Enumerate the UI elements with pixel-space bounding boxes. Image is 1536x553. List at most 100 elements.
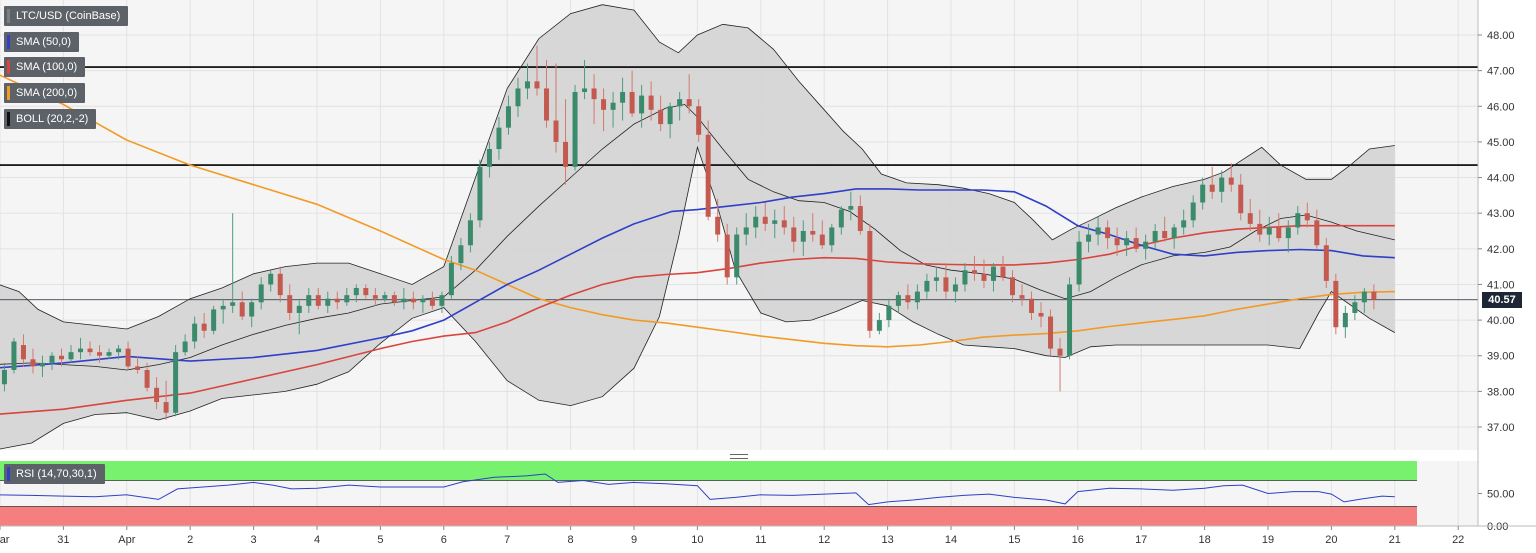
candle (1019, 284, 1025, 306)
candle (125, 341, 131, 370)
candle-body (173, 352, 179, 413)
time-tick-label: 12 (818, 534, 830, 546)
candle-body (601, 99, 607, 110)
price-tick-label: 39.00 (1487, 351, 1515, 363)
candle-body (315, 295, 321, 306)
current-price-tag: 40.57 (1482, 292, 1522, 308)
candle (1076, 231, 1082, 292)
time-tick-label: 17 (1135, 534, 1147, 546)
candle-body (829, 227, 835, 246)
candle-body (1038, 312, 1044, 317)
candle (144, 362, 150, 392)
candle-body (667, 106, 673, 125)
candle-body (1124, 238, 1130, 246)
candle-body (1304, 213, 1310, 221)
legend-swatch (7, 467, 10, 481)
candle (1171, 223, 1177, 249)
candle-body (943, 277, 949, 292)
bollinger-band-area (0, 4, 1395, 450)
candle (78, 337, 84, 360)
candle-body (477, 166, 483, 221)
candle (620, 77, 626, 121)
legend-sma100[interactable]: SMA (100,0) (4, 57, 86, 77)
candle-body (1095, 227, 1101, 235)
candle-body (971, 270, 977, 274)
candle (857, 195, 863, 235)
candle (981, 259, 987, 289)
time-axis[interactable]: Mar 31 Apr 2 3 4 5 6 7 8 9 10 11 12 13 14 15 16 17 18 19 20 21… (0, 525, 1536, 546)
candle (1124, 231, 1130, 256)
candle-body (905, 295, 911, 303)
candle-body (791, 227, 797, 242)
legend-rsi[interactable]: RSI (14,70,30,1) (4, 464, 105, 484)
candle-body (496, 127, 502, 150)
boll-lower-line (0, 145, 1395, 450)
panel-resize-handle[interactable] (730, 454, 748, 459)
candle (220, 298, 226, 324)
candle-body (249, 302, 255, 317)
candle (1057, 337, 1063, 392)
candle-body (87, 348, 93, 353)
candle (762, 202, 768, 231)
candle (1266, 216, 1272, 246)
candle (524, 63, 530, 100)
candle-body (952, 284, 958, 292)
candle (905, 284, 911, 310)
legend-boll[interactable]: BOLL (20,2,-2) (4, 109, 97, 129)
legend-ticker[interactable]: LTC/USD (CoinBase) (4, 6, 129, 26)
candle (192, 316, 198, 349)
candle-body (420, 298, 426, 303)
candle-body (363, 288, 369, 296)
candle (1200, 177, 1206, 210)
price-axis[interactable]: 37.00 38.00 39.00 40.00 41.00 42.00 43.00 44.00… (1477, 0, 1515, 533)
candle-body (658, 109, 664, 125)
candle-body (201, 323, 207, 331)
candle-body (154, 387, 160, 403)
candle (287, 284, 293, 321)
boll-mid-line (0, 104, 1395, 371)
candle (610, 92, 616, 128)
candle (163, 380, 169, 420)
candle-body (182, 341, 188, 353)
candle (306, 288, 312, 313)
candle-body (724, 234, 730, 278)
time-tick-label: 15 (1008, 534, 1020, 546)
candle (1314, 209, 1320, 249)
candle (1342, 305, 1348, 338)
candle (1152, 223, 1158, 249)
time-tick-label: 3 (251, 534, 257, 546)
candle-body (838, 209, 844, 228)
time-tick-label: 21 (1389, 534, 1401, 546)
candle-body (325, 298, 331, 306)
candle (58, 348, 64, 367)
candle-body (696, 106, 702, 135)
candle (753, 206, 759, 239)
rsi-panel (0, 461, 1417, 526)
time-tick-label: 19 (1262, 534, 1274, 546)
price-tick-label: 45.00 (1487, 137, 1515, 149)
legend-sma200[interactable]: SMA (200,0) (4, 83, 86, 103)
candle (429, 291, 435, 310)
candle (154, 377, 160, 410)
candle-body (1105, 227, 1111, 239)
legend-ticker-label: LTC/USD (CoinBase) (16, 10, 121, 22)
candle (962, 263, 968, 292)
time-tick-label: 31 (57, 534, 69, 546)
candle-body (391, 295, 397, 303)
sma50-line (0, 188, 1395, 369)
candle (182, 334, 188, 356)
candle-body (1019, 295, 1025, 299)
candle-body (78, 348, 84, 353)
price-tick-label: 44.00 (1487, 173, 1515, 185)
candle (135, 355, 141, 374)
candle (772, 209, 778, 239)
price-tick-label: 43.00 (1487, 208, 1515, 220)
legend-boll-label: BOLL (20,2,-2) (16, 113, 89, 125)
candle (1257, 209, 1263, 242)
candle-body (563, 141, 569, 167)
legend-sma50[interactable]: SMA (50,0) (4, 32, 80, 52)
price-tick-label: 46.00 (1487, 101, 1515, 113)
time-tick-label: Mar (0, 534, 10, 546)
candle (544, 59, 550, 128)
